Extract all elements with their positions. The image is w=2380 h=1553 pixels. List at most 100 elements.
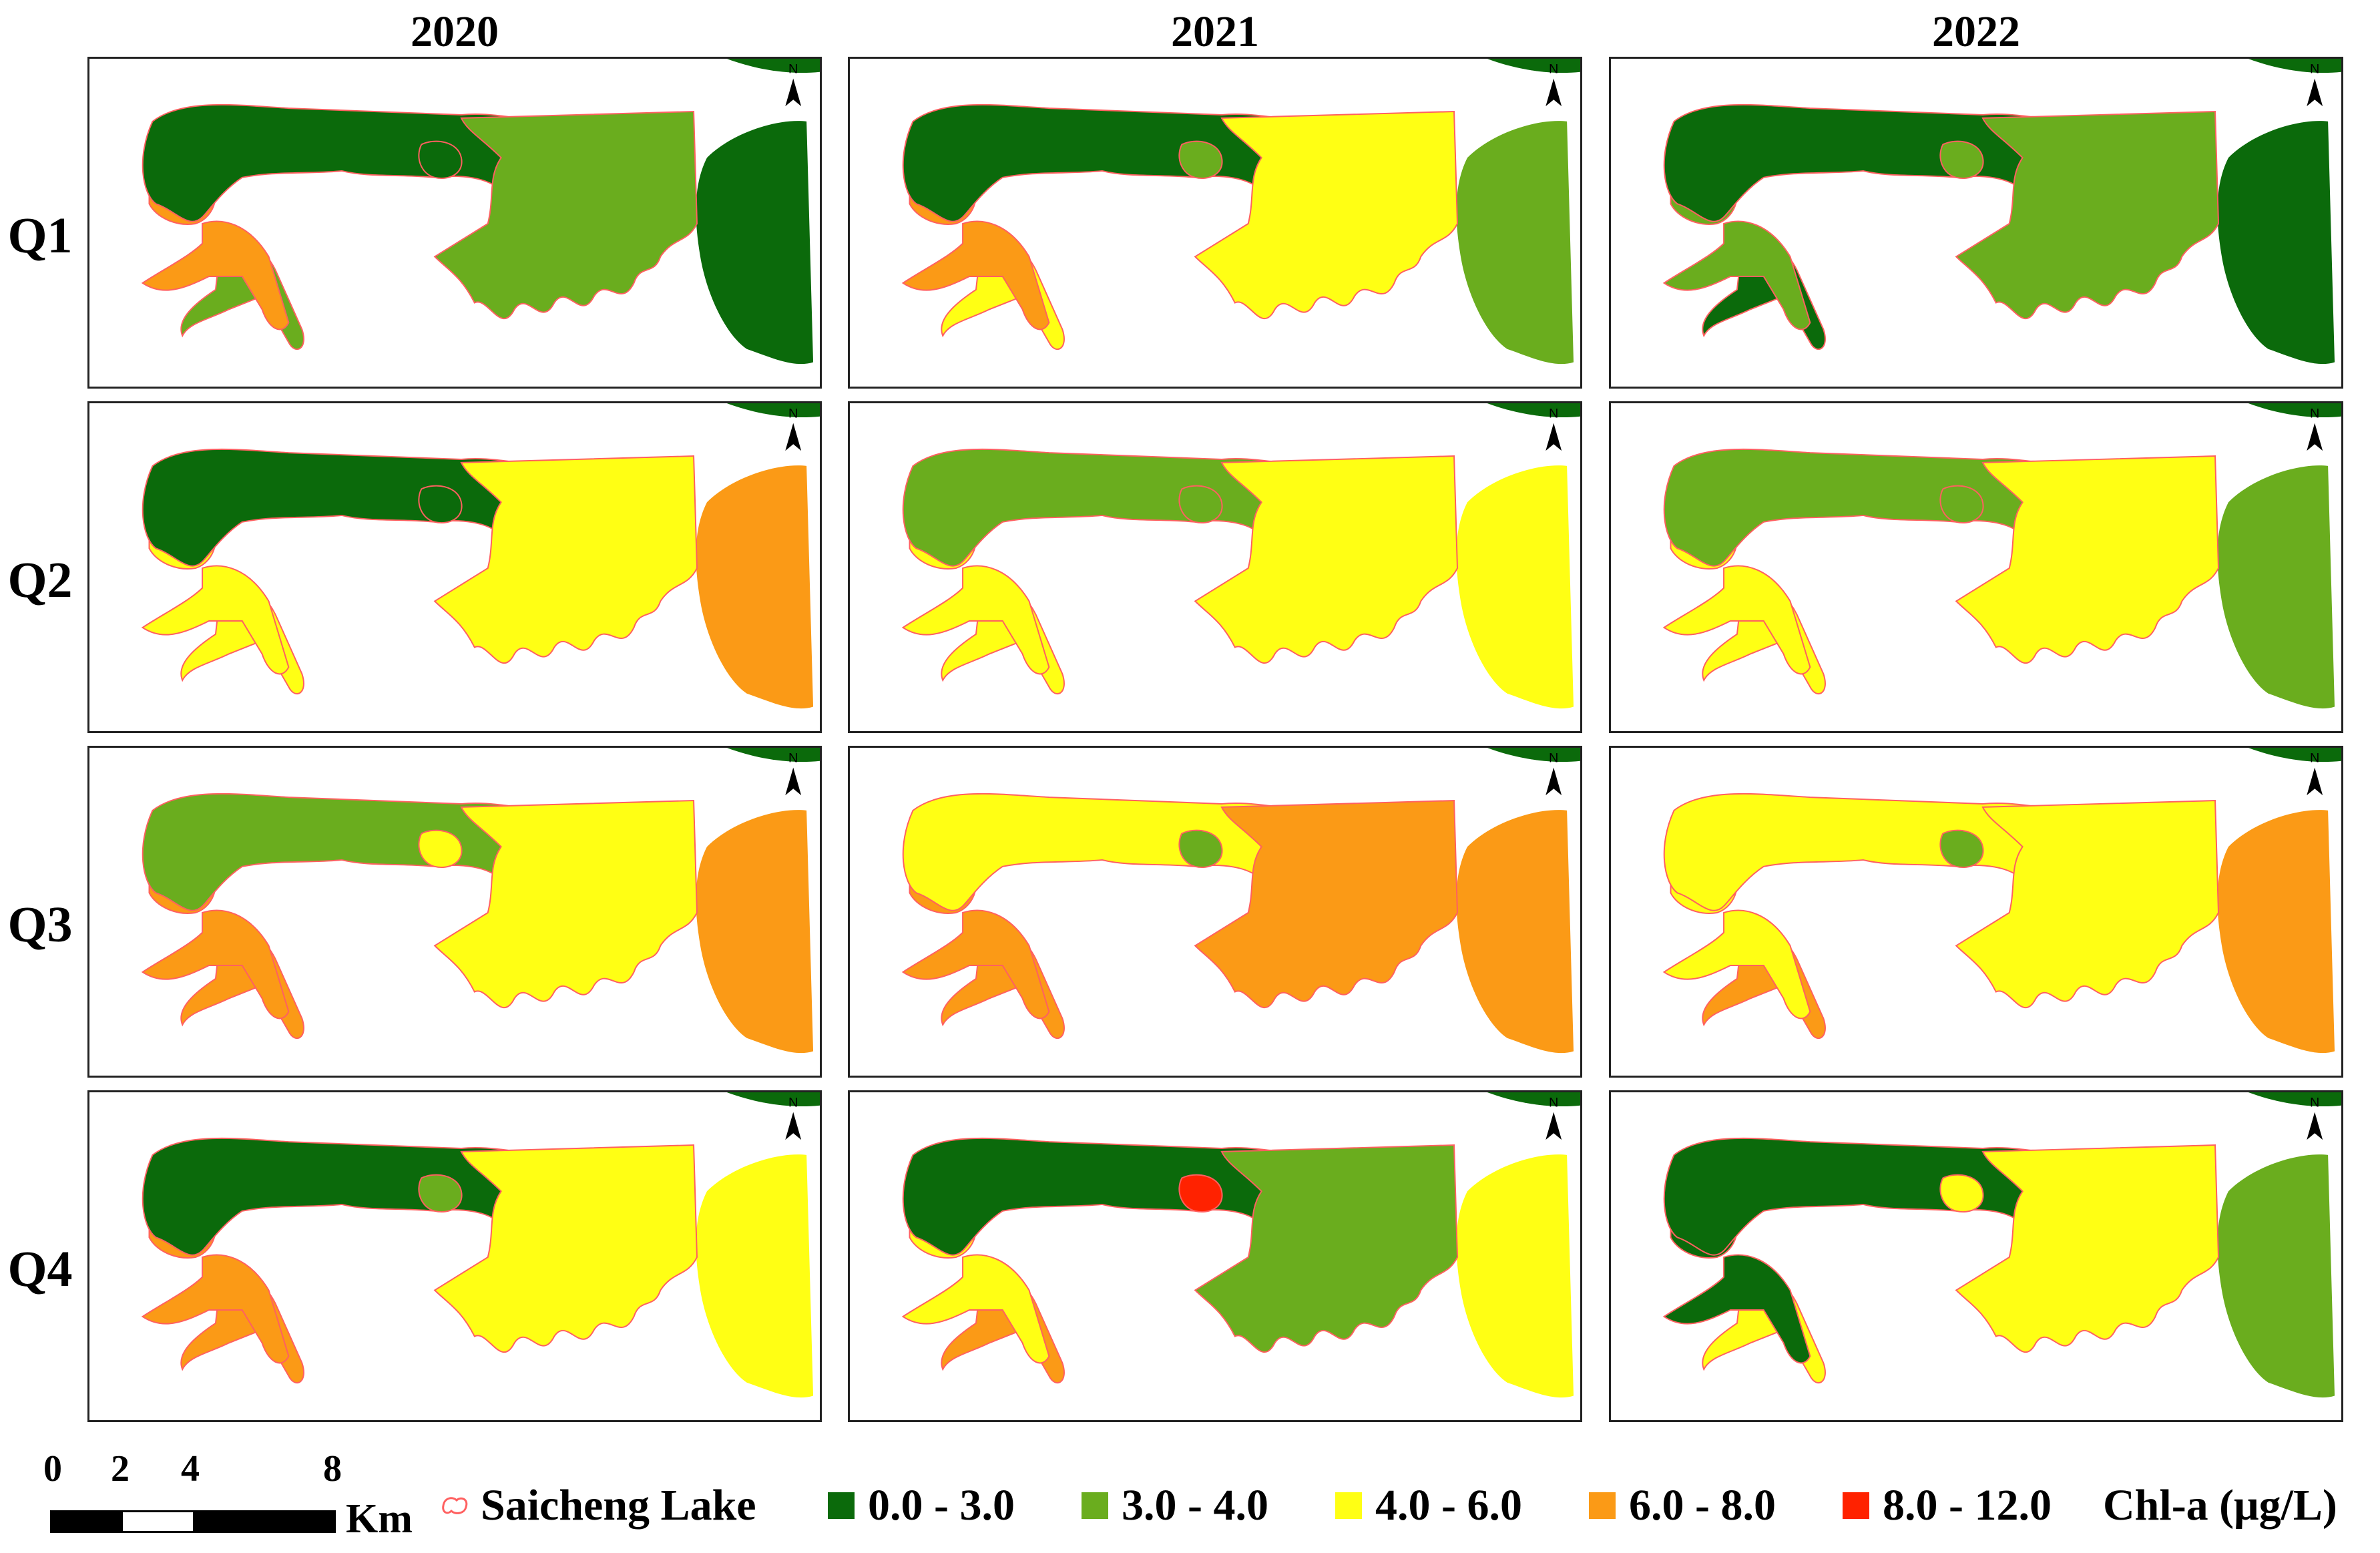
chl-a-map: N	[901, 1092, 1580, 1398]
column-header-2022: 2022	[1932, 7, 2020, 56]
map-panel-2020-q1: N	[87, 57, 822, 389]
north-label: N	[788, 62, 798, 77]
row-label-q3: Q3	[7, 897, 73, 953]
north-label: N	[788, 751, 798, 766]
corner-region	[726, 1092, 820, 1107]
lake-region-patch	[1178, 140, 1223, 179]
north-label: N	[2310, 62, 2319, 77]
lake-region-far-east	[696, 465, 814, 709]
lake-region-east	[433, 111, 698, 320]
lake-region-east	[433, 800, 698, 1009]
lake-region-patch	[1178, 485, 1223, 523]
legend-label: 8.0 - 12.0	[1883, 1481, 2052, 1530]
legend-label-boundary: Saicheng Lake	[481, 1481, 756, 1530]
legend-swatch	[1843, 1492, 1869, 1519]
chl-a-map: N	[141, 403, 820, 709]
scale-bar	[50, 1510, 336, 1533]
map-panel-2020-q2: N	[87, 401, 822, 733]
chl-a-map: N	[1662, 403, 2341, 709]
map-panel-2020-q4: N	[87, 1090, 822, 1422]
row-label-q1: Q1	[7, 208, 73, 264]
lake-region-east	[433, 1144, 698, 1353]
legend-item-boundary: Saicheng Lake	[441, 1479, 756, 1532]
scale-tick-8: 8	[323, 1448, 342, 1490]
north-arrow-icon: N	[1545, 62, 1562, 107]
legend-item-class-2: 3.0 - 4.0	[1082, 1479, 1268, 1532]
north-arrow-icon: N	[785, 62, 802, 107]
lake-outline-icon	[442, 1497, 468, 1514]
corner-region	[2248, 59, 2341, 73]
north-label: N	[788, 407, 798, 421]
lake-region-far-east	[1456, 810, 1574, 1054]
legend-item-class-3: 4.0 - 6.0	[1335, 1479, 1522, 1532]
north-arrow-icon: N	[1545, 407, 1562, 451]
lake-region-patch	[1939, 1174, 1984, 1212]
chl-a-map: N	[1662, 1092, 2341, 1398]
north-arrow-icon: N	[1545, 1096, 1562, 1140]
chl-a-map: N	[901, 748, 1580, 1054]
north-label: N	[788, 1096, 798, 1110]
corner-region	[1487, 748, 1580, 762]
lake-region-patch	[1178, 829, 1223, 868]
north-arrow-icon: N	[2307, 407, 2323, 451]
legend-swatch	[1082, 1492, 1108, 1519]
lake-region-east	[1955, 111, 2220, 320]
north-label: N	[2310, 751, 2319, 766]
lake-region-patch	[1939, 485, 1984, 523]
lake-region-east	[1955, 1144, 2220, 1353]
lake-region-far-east	[1456, 1154, 1574, 1398]
map-panel-2022-q3: N	[1609, 746, 2343, 1078]
lake-region-far-east	[1456, 121, 1574, 365]
lake-region-far-east	[696, 121, 814, 365]
north-arrow-icon: N	[785, 751, 802, 796]
north-label: N	[1549, 62, 1558, 77]
map-panel-2022-q2: N	[1609, 401, 2343, 733]
map-panel-2020-q3: N	[87, 746, 822, 1078]
north-label: N	[2310, 1096, 2319, 1110]
corner-region	[1487, 1092, 1580, 1107]
north-arrow-icon: N	[2307, 751, 2323, 796]
scale-tick-2: 2	[111, 1448, 130, 1490]
scale-unit: Km	[346, 1496, 413, 1542]
corner-region	[1487, 59, 1580, 73]
legend-label: 6.0 - 8.0	[1629, 1481, 1776, 1530]
lake-region-east	[1194, 455, 1459, 664]
lake-region-east	[433, 455, 698, 664]
corner-region	[726, 748, 820, 762]
north-arrow-icon: N	[2307, 1096, 2323, 1140]
corner-region	[2248, 403, 2341, 418]
chl-a-map: N	[141, 59, 820, 365]
lake-region-far-east	[2217, 810, 2335, 1054]
north-label: N	[1549, 407, 1558, 421]
lake-region-far-east	[1456, 465, 1574, 709]
north-label: N	[1549, 751, 1558, 766]
map-panel-2021-q4: N	[848, 1090, 1582, 1422]
lake-region-patch	[1939, 829, 1984, 868]
scale-tick-4: 4	[181, 1448, 200, 1490]
legend-item-class-5: 8.0 - 12.0	[1843, 1479, 2052, 1532]
north-label: N	[2310, 407, 2319, 421]
lake-region-far-east	[2217, 465, 2335, 709]
north-label: N	[1549, 1096, 1558, 1110]
row-label-q4: Q4	[7, 1241, 73, 1297]
lake-region-patch	[418, 1174, 463, 1212]
lake-region-far-east	[696, 1154, 814, 1398]
lake-region-far-east	[696, 810, 814, 1054]
corner-region	[726, 59, 820, 73]
legend-swatch	[828, 1492, 855, 1519]
legend-label: 3.0 - 4.0	[1122, 1481, 1268, 1530]
north-arrow-icon: N	[785, 407, 802, 451]
lake-region-east	[1194, 800, 1459, 1009]
corner-region	[2248, 748, 2341, 762]
chl-a-map: N	[141, 1092, 820, 1398]
legend-item-class-4: 6.0 - 8.0	[1589, 1479, 1776, 1532]
lake-region-east	[1194, 1144, 1459, 1353]
lake-region-patch	[1939, 140, 1984, 179]
lake-region-east	[1194, 111, 1459, 320]
map-panel-2022-q1: N	[1609, 57, 2343, 389]
corner-region	[1487, 403, 1580, 418]
map-panel-2021-q1: N	[848, 57, 1582, 389]
lake-region-far-east	[2217, 121, 2335, 365]
corner-region	[2248, 1092, 2341, 1107]
legend-label: 0.0 - 3.0	[868, 1481, 1015, 1530]
